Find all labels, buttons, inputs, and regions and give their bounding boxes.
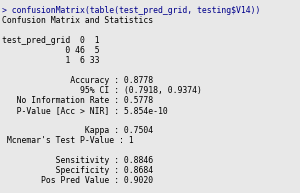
Text: P-Value [Acc > NIR] : 5.854e-10: P-Value [Acc > NIR] : 5.854e-10 — [2, 106, 167, 115]
Text: 1  6 33: 1 6 33 — [2, 56, 99, 65]
Text: Specificity : 0.8684: Specificity : 0.8684 — [2, 166, 153, 175]
Text: Sensitivity : 0.8846: Sensitivity : 0.8846 — [2, 156, 153, 165]
Text: > confusionMatrix(table(test_pred_grid, testing$V14)): > confusionMatrix(table(test_pred_grid, … — [2, 6, 260, 15]
Text: Confusion Matrix and Statistics: Confusion Matrix and Statistics — [2, 16, 153, 25]
Text: Pos Pred Value : 0.9020: Pos Pred Value : 0.9020 — [2, 176, 153, 185]
Text: 0 46  5: 0 46 5 — [2, 46, 99, 55]
Text: No Information Rate : 0.5778: No Information Rate : 0.5778 — [2, 96, 153, 105]
Text: test_pred_grid  0  1: test_pred_grid 0 1 — [2, 36, 99, 45]
Text: Accuracy : 0.8778: Accuracy : 0.8778 — [2, 76, 153, 85]
Text: Mcnemar's Test P-Value : 1: Mcnemar's Test P-Value : 1 — [2, 136, 133, 145]
Text: 95% CI : (0.7918, 0.9374): 95% CI : (0.7918, 0.9374) — [2, 86, 201, 95]
Text: Kappa : 0.7504: Kappa : 0.7504 — [2, 126, 153, 135]
